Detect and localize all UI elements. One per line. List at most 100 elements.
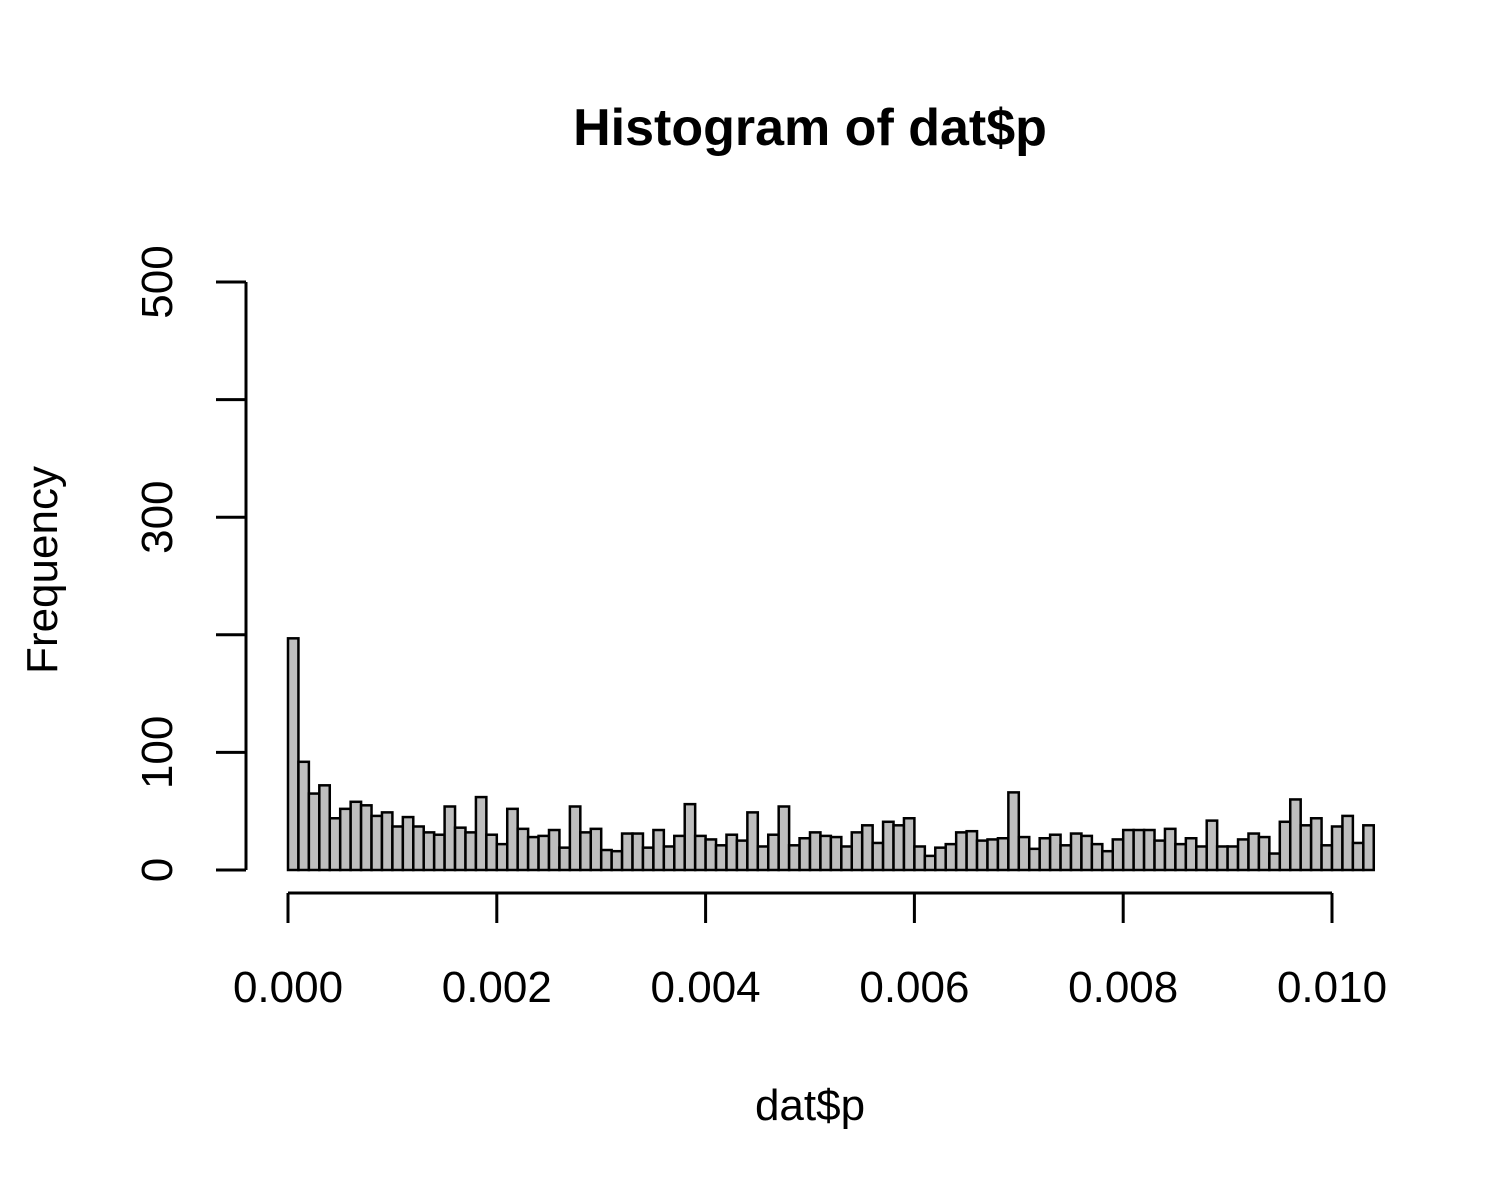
y-axis-label: Frequency bbox=[18, 466, 67, 674]
histogram-bar bbox=[652, 828, 666, 872]
histogram-bar bbox=[1121, 828, 1135, 872]
histogram-bar bbox=[1027, 847, 1041, 872]
histogram-bar bbox=[464, 831, 478, 872]
histogram-bar bbox=[359, 804, 373, 872]
chart-title: Histogram of dat$p bbox=[573, 99, 1047, 157]
histogram-bar bbox=[1247, 832, 1261, 872]
histogram-bar bbox=[547, 828, 561, 872]
y-tick-label: 0 bbox=[133, 858, 182, 882]
histogram-bar bbox=[620, 832, 634, 872]
histogram-bar bbox=[965, 829, 979, 872]
histogram-bar bbox=[297, 760, 311, 872]
histogram-bar bbox=[808, 831, 822, 872]
histogram-bar bbox=[505, 807, 519, 872]
histogram-bar bbox=[1288, 798, 1302, 872]
histogram-bar bbox=[735, 839, 749, 872]
histogram-bar bbox=[328, 817, 342, 872]
histogram-bar bbox=[1142, 828, 1156, 872]
histogram-bar bbox=[610, 849, 624, 872]
histogram-bar bbox=[913, 845, 927, 872]
histogram-bar bbox=[1351, 841, 1365, 872]
x-tick-label: 0.008 bbox=[1068, 963, 1178, 1012]
y-tick-label: 300 bbox=[133, 480, 182, 553]
x-tick-label: 0.002 bbox=[442, 963, 552, 1012]
histogram-bar bbox=[704, 838, 718, 872]
histogram-bar bbox=[1330, 825, 1344, 872]
histogram-bar bbox=[1205, 819, 1219, 872]
histogram-bar bbox=[1048, 833, 1062, 872]
histogram-bar bbox=[871, 841, 885, 872]
histogram-bar bbox=[944, 842, 958, 872]
histogram-bar bbox=[495, 842, 509, 872]
histogram-bar bbox=[996, 836, 1010, 872]
histogram-bar bbox=[829, 835, 843, 872]
histogram-bar bbox=[725, 833, 739, 872]
histogram-bar bbox=[568, 805, 582, 872]
y-tick-label: 500 bbox=[133, 245, 182, 318]
histogram-bar bbox=[558, 846, 572, 872]
x-axis-label: dat$p bbox=[755, 1081, 865, 1130]
histogram-bar bbox=[1215, 845, 1229, 872]
histogram-bar bbox=[934, 846, 947, 872]
histogram-bar bbox=[787, 844, 801, 872]
histogram-bar bbox=[641, 846, 655, 872]
bars-group bbox=[286, 637, 1376, 872]
histogram-bar bbox=[1080, 834, 1094, 872]
x-tick-label: 0.010 bbox=[1277, 963, 1387, 1012]
histogram-bar bbox=[1341, 814, 1355, 872]
histogram-bar bbox=[683, 802, 697, 872]
histogram-bar bbox=[579, 831, 593, 872]
histogram-bar bbox=[443, 805, 457, 872]
x-tick-label: 0.004 bbox=[651, 963, 761, 1012]
histogram-bar bbox=[380, 811, 394, 872]
histogram-bar bbox=[474, 795, 488, 872]
x-tick-label: 0.000 bbox=[233, 963, 343, 1012]
histogram-bar bbox=[766, 833, 780, 872]
histogram-bar bbox=[986, 838, 1000, 872]
histogram-bar bbox=[954, 831, 968, 872]
histogram-bar bbox=[1226, 845, 1240, 872]
histogram-bar bbox=[902, 817, 916, 872]
histogram-bar bbox=[1101, 849, 1115, 872]
histogram-bar bbox=[892, 824, 906, 872]
y-tick-label: 100 bbox=[133, 716, 182, 789]
histogram-bar bbox=[599, 848, 613, 872]
histogram-bar bbox=[673, 834, 686, 872]
histogram-bar bbox=[693, 834, 707, 872]
x-tick-label: 0.006 bbox=[859, 963, 969, 1012]
histogram-bar bbox=[798, 836, 812, 872]
histogram-bar bbox=[432, 833, 446, 872]
histogram-bar bbox=[1038, 836, 1052, 872]
histogram-bar bbox=[756, 845, 770, 872]
histogram-bar bbox=[840, 845, 854, 872]
histogram-bar bbox=[746, 811, 760, 872]
histogram-bar bbox=[1299, 824, 1313, 872]
histogram-bar bbox=[338, 807, 352, 872]
histogram-bar bbox=[975, 839, 989, 872]
histogram-bar bbox=[1362, 824, 1376, 872]
histogram-bar bbox=[422, 831, 436, 872]
histogram-bar bbox=[1153, 839, 1167, 872]
histogram-bar bbox=[1007, 791, 1021, 872]
histogram-bar bbox=[1236, 838, 1250, 872]
histogram-bar bbox=[1268, 852, 1282, 872]
histogram-bar bbox=[1059, 844, 1073, 872]
histogram-bar bbox=[631, 832, 645, 872]
histogram-bar bbox=[453, 826, 467, 872]
histogram-bar bbox=[1257, 835, 1271, 872]
histogram-bar bbox=[1132, 828, 1146, 872]
histogram-bar bbox=[777, 805, 791, 872]
histogram-bar bbox=[860, 824, 874, 872]
histogram-bar bbox=[1090, 842, 1104, 872]
histogram-bar bbox=[307, 792, 321, 872]
histogram-bar bbox=[1017, 835, 1031, 872]
histogram-bar bbox=[391, 825, 405, 872]
histogram-bar bbox=[881, 820, 895, 872]
histogram-bar bbox=[526, 835, 540, 872]
histogram-bar bbox=[589, 827, 603, 872]
histogram-bar bbox=[819, 834, 833, 872]
histogram-bar bbox=[1184, 836, 1198, 872]
histogram-bar bbox=[662, 845, 676, 872]
histogram-bar bbox=[537, 834, 551, 872]
